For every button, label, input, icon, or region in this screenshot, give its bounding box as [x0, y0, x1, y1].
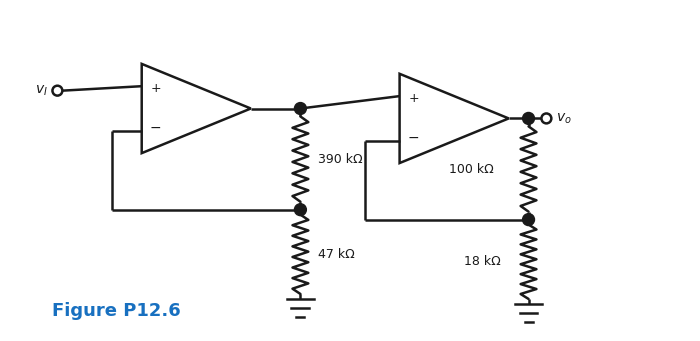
Text: $v_I$: $v_I$ — [35, 84, 48, 98]
Text: +: + — [408, 92, 419, 105]
Text: $v_o$: $v_o$ — [556, 111, 572, 125]
Text: 18 kΩ: 18 kΩ — [464, 255, 500, 268]
Text: +: + — [150, 83, 161, 95]
Text: −: − — [407, 131, 419, 145]
Text: 47 kΩ: 47 kΩ — [318, 248, 355, 261]
Text: 100 kΩ: 100 kΩ — [449, 163, 494, 176]
Text: −: − — [150, 121, 162, 135]
Text: Figure P12.6: Figure P12.6 — [52, 302, 181, 320]
Circle shape — [295, 204, 307, 216]
Circle shape — [523, 214, 535, 225]
Circle shape — [523, 113, 535, 124]
Text: 390 kΩ: 390 kΩ — [318, 152, 363, 166]
Circle shape — [295, 103, 307, 115]
